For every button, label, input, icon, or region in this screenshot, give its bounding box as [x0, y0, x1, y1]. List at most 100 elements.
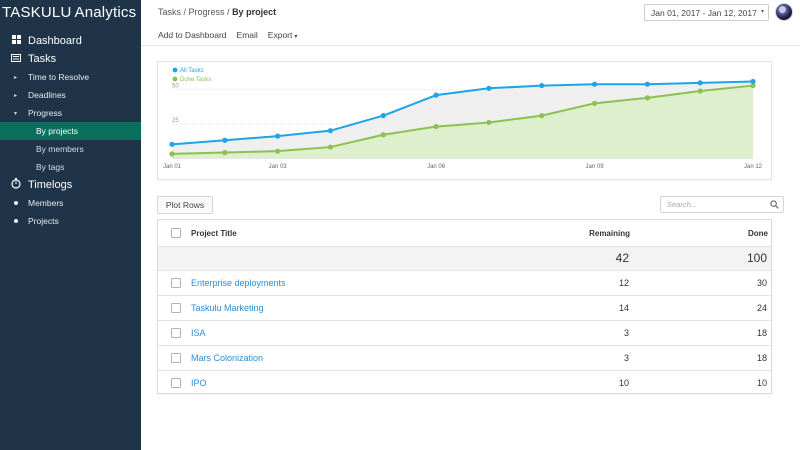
legend-swatch: [172, 67, 178, 73]
project-title-link[interactable]: IPO: [191, 378, 207, 388]
nav-by-tags-label: By tags: [36, 162, 65, 172]
data-point: [169, 141, 175, 147]
date-range-value: Jan 01, 2017 - Jan 12, 2017: [651, 8, 757, 18]
breadcrumb-tasks[interactable]: Tasks: [158, 7, 182, 17]
data-point: [380, 113, 386, 119]
data-point: [275, 148, 281, 154]
project-title-link[interactable]: ISA: [191, 328, 206, 338]
nav-progress[interactable]: ▾ Progress: [0, 104, 141, 122]
data-point: [433, 123, 439, 130]
nav-projects-label: Projects: [28, 216, 59, 226]
select-all-checkbox[interactable]: [171, 228, 181, 238]
brand-logo[interactable]: TASKULU Analytics: [0, 0, 141, 26]
progress-chart-card: 50 25 Jan 01 Jan 03 Jan 06 Jan 09 Jan 12 All Ta…: [157, 61, 772, 180]
y-tick-label: 50: [172, 84, 179, 90]
brand-name: TASKULU: [2, 4, 72, 21]
stopwatch-icon: [10, 178, 22, 192]
nav-members[interactable]: Members: [0, 194, 141, 212]
table-row: IPO 10 10: [158, 371, 771, 396]
column-header-done[interactable]: Done: [748, 229, 768, 238]
data-point: [644, 81, 650, 87]
done-value: 10: [756, 378, 767, 388]
date-range-picker[interactable]: Jan 01, 2017 - Jan 12, 2017 ▾: [644, 4, 769, 21]
row-checkbox[interactable]: [171, 328, 181, 338]
plot-rows-button[interactable]: Plot Rows: [157, 196, 213, 214]
total-remaining: 42: [615, 251, 629, 265]
search-input[interactable]: Search...: [660, 196, 784, 213]
data-point: [697, 80, 703, 86]
row-checkbox[interactable]: [171, 278, 181, 288]
nav-time-to-resolve[interactable]: ▸ Time to Resolve: [0, 68, 141, 86]
x-tick-label: Jan 03: [269, 164, 288, 170]
nav-deadlines[interactable]: ▸ Deadlines: [0, 86, 141, 104]
table-row: Taskulu Marketing 14 24: [158, 296, 771, 321]
data-point: [750, 82, 756, 89]
nav-members-label: Members: [28, 198, 64, 208]
data-point: [222, 137, 228, 143]
nav-by-members[interactable]: By members: [0, 140, 141, 158]
export-label: Export: [267, 30, 293, 40]
nav-projects[interactable]: Projects: [0, 212, 141, 230]
data-point: [222, 149, 228, 156]
data-point: [275, 133, 281, 139]
nav-progress-label: Progress: [28, 108, 63, 118]
totals-row: 42 100: [158, 247, 771, 271]
data-point: [591, 100, 598, 106]
nav-timelogs[interactable]: Timelogs: [0, 176, 141, 194]
breadcrumb: Tasks / Progress / By project: [158, 7, 277, 17]
done-value: 18: [756, 353, 767, 363]
email-button[interactable]: Email: [236, 30, 258, 40]
project-title-link[interactable]: Mars Colonization: [191, 353, 264, 363]
remaining-value: 10: [618, 378, 629, 388]
export-dropdown[interactable]: Export ▾: [268, 30, 298, 40]
main-content: Tasks / Progress / By project Add to Das…: [141, 0, 800, 450]
table-row: ISA 3 18: [158, 321, 771, 346]
project-title-link[interactable]: Enterprise deployments: [191, 278, 286, 288]
caret-right-icon: ▸: [14, 74, 18, 81]
x-tick-label: Jan 01: [163, 164, 182, 170]
caret-right-icon: ▸: [14, 92, 18, 99]
y-tick-label: 25: [172, 118, 179, 124]
data-point: [486, 119, 492, 126]
nav-tasks[interactable]: Tasks: [0, 50, 141, 68]
avatar[interactable]: [775, 3, 793, 21]
series-line-done-tasks: [171, 84, 754, 155]
nav-dashboard-label: Dashboard: [28, 35, 82, 47]
nav-dashboard[interactable]: Dashboard: [0, 32, 141, 50]
tasks-icon: [10, 53, 22, 65]
row-checkbox[interactable]: [171, 378, 181, 388]
data-point: [591, 81, 598, 87]
nav-by-tags[interactable]: By tags: [0, 158, 141, 176]
project-title-link[interactable]: Taskulu Marketing: [191, 303, 264, 313]
table-row: Enterprise deployments 12 30: [158, 271, 771, 296]
row-checkbox[interactable]: [171, 353, 181, 363]
data-point: [644, 95, 650, 101]
row-checkbox[interactable]: [171, 303, 181, 313]
column-header-title[interactable]: Project Title: [191, 229, 237, 238]
nav-time-to-resolve-label: Time to Resolve: [28, 72, 90, 82]
done-value: 30: [756, 278, 767, 288]
nav-timelogs-label: Timelogs: [28, 179, 73, 191]
action-bar: Add to Dashboard Email Export ▾: [158, 30, 297, 40]
dashboard-icon: [10, 35, 22, 47]
brand-app: Analytics: [74, 4, 137, 21]
sidebar: TASKULU Analytics Dashboard Tasks ▸ Time …: [0, 0, 141, 450]
data-point: [750, 78, 756, 85]
add-to-dashboard-button[interactable]: Add to Dashboard: [158, 30, 227, 40]
nav-deadlines-label: Deadlines: [28, 90, 66, 100]
x-tick-label: Jan 09: [586, 164, 605, 170]
legend-label: Done Tasks: [180, 77, 211, 83]
nav-by-members-label: By members: [36, 144, 84, 154]
column-header-remaining[interactable]: Remaining: [589, 229, 630, 238]
caret-down-icon: ▾: [14, 110, 18, 117]
data-point: [433, 92, 439, 98]
nav-by-projects[interactable]: By projects: [0, 122, 141, 140]
done-value: 18: [756, 328, 767, 338]
series-line-all-tasks: [171, 80, 754, 146]
nav-tasks-label: Tasks: [28, 53, 57, 65]
bullet-icon: [14, 201, 18, 205]
search-icon: [770, 200, 779, 209]
breadcrumb-progress[interactable]: Progress: [188, 7, 225, 17]
breadcrumb-current: By project: [232, 7, 277, 17]
search-placeholder: Search...: [667, 200, 698, 209]
